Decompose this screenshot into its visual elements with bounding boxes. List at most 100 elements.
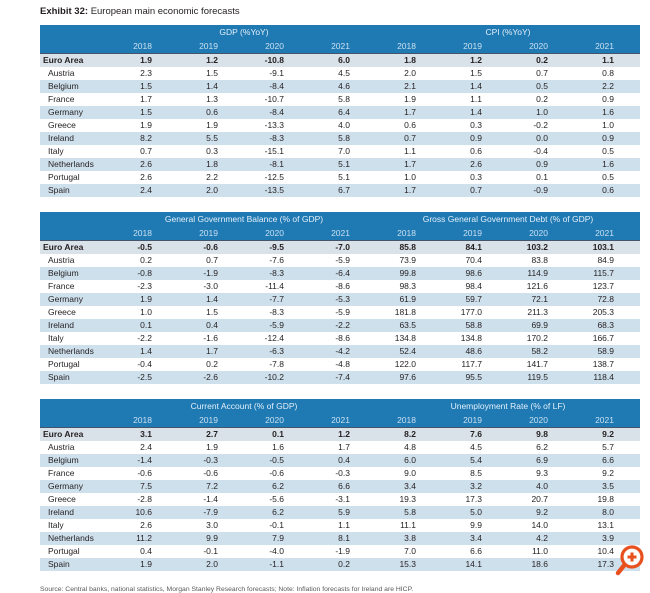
value-cell: 2.0 xyxy=(206,559,218,569)
value-cell: -7.9 xyxy=(203,507,218,517)
value-cell: 58.2 xyxy=(531,346,548,356)
value-cell: -0.6 xyxy=(137,468,152,478)
value-cell: 18.6 xyxy=(531,559,548,569)
value-cell: 4.0 xyxy=(338,120,350,130)
value-cell: 11.1 xyxy=(400,520,416,530)
value-cell: -12.5 xyxy=(264,172,284,182)
zoom-in-icon[interactable] xyxy=(612,543,648,579)
row-label: Greece xyxy=(48,120,76,130)
row-label: Euro Area xyxy=(40,53,112,67)
value-cell: 20.7 xyxy=(531,494,548,504)
value-cell: 2.0 xyxy=(404,68,416,78)
value-cell: -11.4 xyxy=(265,281,284,291)
value-cell: 3.2 xyxy=(470,481,482,491)
year-header: 2018 xyxy=(376,226,442,241)
row-label: Spain xyxy=(48,559,70,569)
value-cell: 5.8 xyxy=(404,507,416,517)
value-cell: 2.6 xyxy=(470,159,482,169)
year-header: 2021 xyxy=(310,39,376,54)
value-cell: 5.0 xyxy=(470,507,482,517)
table-row: Germany 1.9 1.4 -7.7 -5.3 61.9 59.7 72.1 72.8 xyxy=(40,293,640,306)
row-label: Germany xyxy=(48,294,83,304)
value-cell: 48.6 xyxy=(465,346,482,356)
value-cell: 98.3 xyxy=(399,281,416,291)
value-cell: -3.1 xyxy=(335,494,350,504)
value-cell: -1.9 xyxy=(335,546,350,556)
value-cell: 1.6 xyxy=(602,107,614,117)
value-cell: 0.1 xyxy=(140,320,152,330)
value-cell: 0.9 xyxy=(470,133,482,143)
value-cell: 7.0 xyxy=(338,146,350,156)
value-cell: 1.4 xyxy=(206,81,218,91)
value-cell: 3.1 xyxy=(112,427,178,441)
value-cell: 138.7 xyxy=(592,359,614,369)
value-cell: 1.5 xyxy=(140,107,152,117)
value-cell: 1.8 xyxy=(376,53,442,67)
table-row: Spain 1.9 2.0 -1.1 0.2 15.3 14.1 18.6 17.3 xyxy=(40,558,640,571)
table-row: Netherlands 2.6 1.8 -8.1 5.1 1.7 2.6 0.9 1.6 xyxy=(40,158,640,171)
tables-container: GDP (%YoY) CPI (%YoY) 2018 2019 2020 2021 2018… xyxy=(40,25,640,571)
value-cell: -13.3 xyxy=(264,120,284,130)
value-cell: -8.4 xyxy=(269,107,284,117)
value-cell: 3.4 xyxy=(470,533,482,543)
value-cell: -9.5 xyxy=(244,240,310,254)
year-header: 2018 xyxy=(112,226,178,241)
value-cell: 1.1 xyxy=(574,53,640,67)
value-cell: 1.5 xyxy=(206,68,218,78)
year-header: 2018 xyxy=(376,39,442,54)
value-cell: 4.5 xyxy=(338,68,350,78)
row-label: Greece xyxy=(48,307,76,317)
value-cell: 8.5 xyxy=(470,468,482,478)
table-row: Greece 1.9 1.9 -13.3 4.0 0.6 0.3 -0.2 1.0 xyxy=(40,119,640,132)
value-cell: 1.5 xyxy=(140,81,152,91)
value-cell: 7.2 xyxy=(206,481,218,491)
value-cell: 58.8 xyxy=(465,320,482,330)
value-cell: 1.9 xyxy=(140,294,152,304)
value-cell: 2.2 xyxy=(206,172,218,182)
value-cell: -10.7 xyxy=(264,94,284,104)
table-row: Euro Area -0.5 -0.6 -9.5 -7.0 85.8 84.1 103.2 10… xyxy=(40,240,640,254)
value-cell: -10.8 xyxy=(244,53,310,67)
value-cell: 1.4 xyxy=(206,294,218,304)
value-cell: 0.3 xyxy=(470,172,482,182)
row-label: Netherlands xyxy=(48,346,94,356)
value-cell: 5.1 xyxy=(338,172,350,182)
row-label: Germany xyxy=(48,481,83,491)
value-cell: -2.5 xyxy=(137,372,152,382)
table-row: Germany 1.5 0.6 -8.4 6.4 1.7 1.4 1.0 1.6 xyxy=(40,106,640,119)
value-cell: 0.6 xyxy=(206,107,218,117)
value-cell: 0.3 xyxy=(470,120,482,130)
value-cell: 10.4 xyxy=(597,546,614,556)
value-cell: -2.2 xyxy=(137,333,152,343)
value-cell: 115.7 xyxy=(593,268,614,278)
value-cell: 1.0 xyxy=(602,120,614,130)
value-cell: 69.9 xyxy=(531,320,548,330)
value-cell: 6.2 xyxy=(536,442,548,452)
value-cell: -0.3 xyxy=(203,455,218,465)
value-cell: -0.3 xyxy=(335,468,350,478)
value-cell: -2.3 xyxy=(137,281,152,291)
table-row: Spain 2.4 2.0 -13.5 6.7 1.7 0.7 -0.9 0.6 xyxy=(40,184,640,197)
year-header: 2020 xyxy=(244,226,310,241)
value-cell: 17.3 xyxy=(465,494,482,504)
table-row: Netherlands 1.4 1.7 -6.3 -4.2 52.4 48.6 58.2 58.… xyxy=(40,345,640,358)
row-label: Belgium xyxy=(48,455,79,465)
year-header: 2020 xyxy=(244,39,310,54)
right-group-header: CPI (%YoY) xyxy=(376,25,640,39)
value-cell: 0.2 xyxy=(140,255,152,265)
value-cell: 141.7 xyxy=(526,359,548,369)
value-cell: 5.4 xyxy=(470,455,482,465)
table-row: Belgium -0.8 -1.9 -8.3 -6.4 99.8 98.6 114.9 115.… xyxy=(40,267,640,280)
value-cell: 84.1 xyxy=(442,240,508,254)
row-label: France xyxy=(48,468,75,478)
row-label: Netherlands xyxy=(48,533,94,543)
value-cell: 0.7 xyxy=(536,68,548,78)
row-label: Germany xyxy=(48,107,83,117)
table-row: Netherlands 11.2 9.9 7.9 8.1 3.8 3.4 4.2 3.9 xyxy=(40,532,640,545)
value-cell: 0.2 xyxy=(338,559,350,569)
year-header: 2020 xyxy=(508,226,574,241)
row-label: Italy xyxy=(48,146,64,156)
value-cell: 6.9 xyxy=(536,455,548,465)
value-cell: -1.1 xyxy=(269,559,284,569)
